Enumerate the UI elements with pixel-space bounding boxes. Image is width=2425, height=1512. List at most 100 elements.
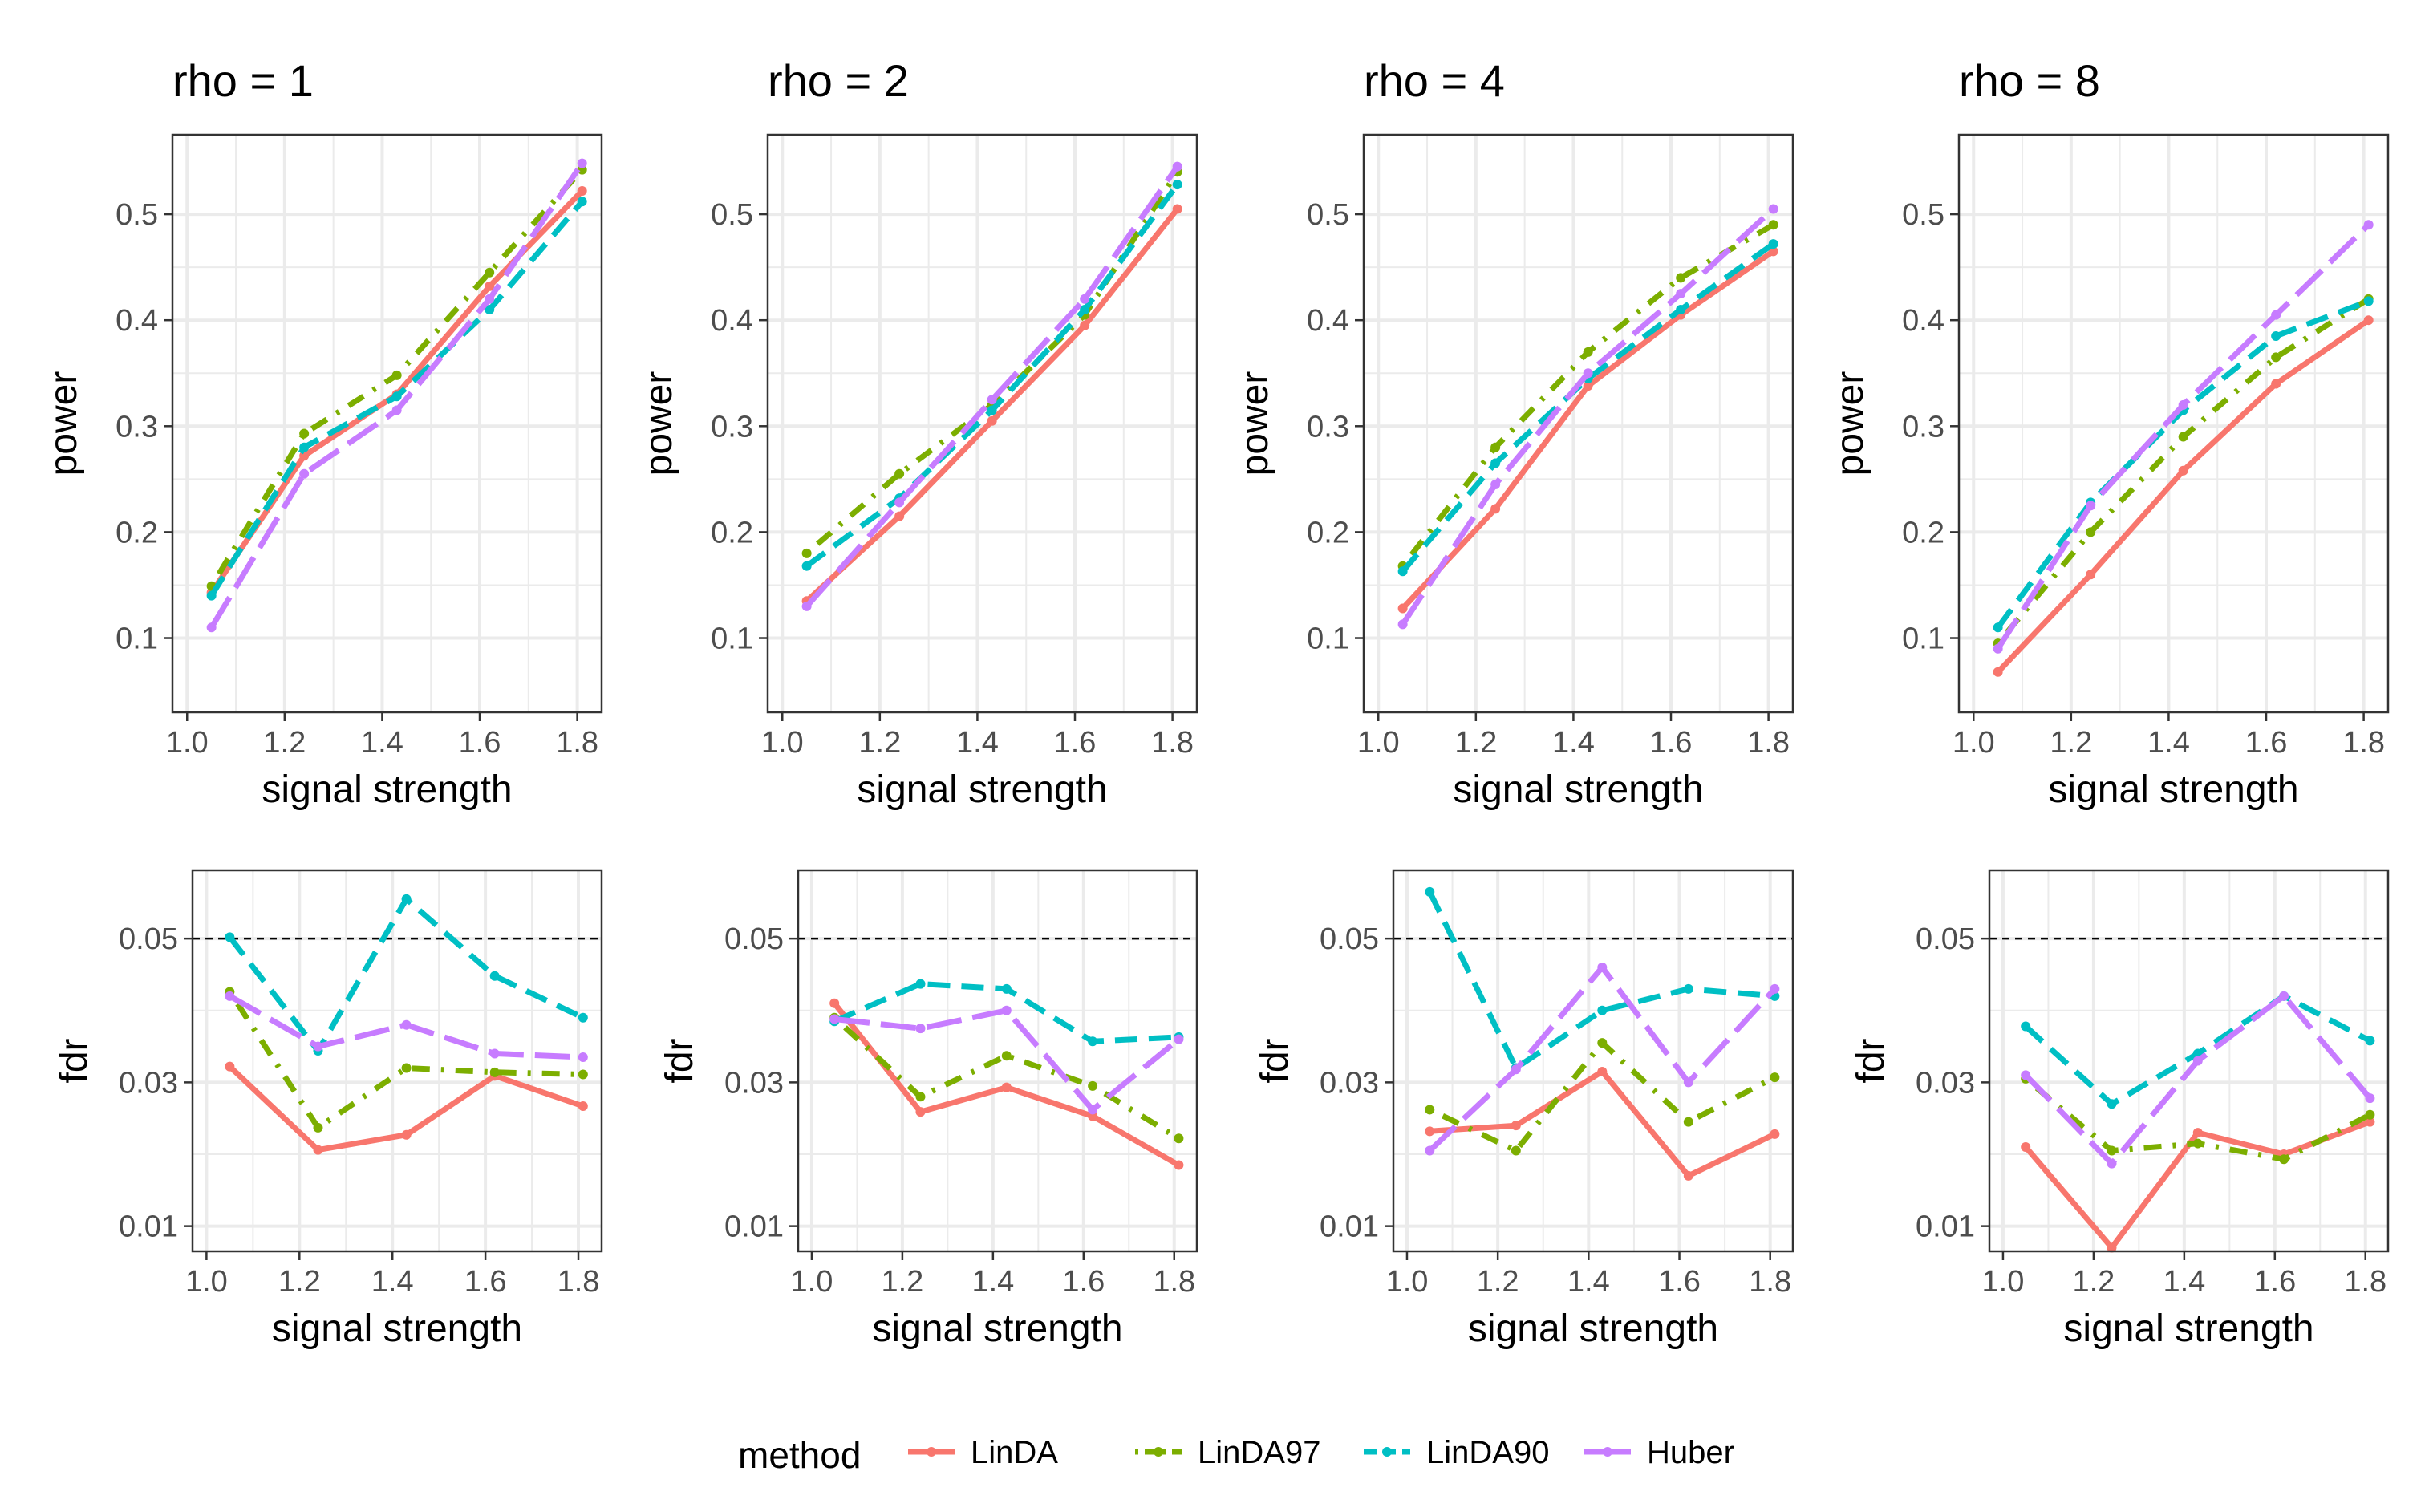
data-point-huber [1080,294,1090,304]
data-point-linda97 [915,1092,926,1102]
data-point-linda [577,186,587,197]
data-point-huber [2178,399,2188,410]
x-tick-label: 1.2 [1454,726,1497,760]
x-tick-label: 1.2 [1477,1265,1519,1299]
x-tick-label: 1.8 [1151,726,1194,760]
x-tick-label: 1.2 [2050,726,2092,760]
x-tick-label: 1.0 [791,1265,833,1299]
data-point-huber [225,991,235,1001]
y-tick-label: 0.1 [1902,622,1944,656]
x-tick-label: 1.8 [558,1265,600,1299]
x-tick-label: 1.8 [2344,1265,2386,1299]
x-axis-label: signal strength [1468,1307,1718,1350]
panel-border [191,869,603,1253]
y-tick-label: 0.03 [119,1066,178,1100]
data-point-huber [915,1024,926,1034]
y-tick-label: 0.4 [116,304,158,338]
data-point-linda [225,1061,235,1072]
data-point-huber [2363,220,2374,230]
data-point-huber [577,158,587,168]
x-axis-label: signal strength [262,768,512,811]
x-tick-label: 1.0 [166,726,209,760]
panel-border [1957,133,2390,714]
data-point-huber [1768,204,1778,214]
legend-label: LinDA [971,1435,1058,1470]
y-axis-label: power [1234,371,1276,476]
data-point-huber [1088,1105,1098,1115]
data-point-huber [1676,289,1686,299]
data-point-huber [485,294,495,304]
x-axis-label: signal strength [872,1307,1122,1350]
data-point-linda90 [1001,983,1012,994]
x-axis-label: signal strength [1453,768,1703,811]
y-tick-label: 0.05 [1320,922,1379,956]
data-point-linda [2086,570,2096,580]
data-point-huber [1490,479,1501,489]
y-tick-label: 0.03 [724,1066,784,1100]
data-point-linda [2271,379,2281,389]
data-point-linda [578,1101,588,1111]
x-tick-label: 1.4 [2147,726,2190,760]
y-tick-label: 0.4 [711,304,753,338]
data-point-linda [1770,1129,1780,1139]
data-point-linda97 [2107,1145,2117,1156]
data-point-linda90 [1080,304,1090,314]
panel-title: rho = 8 [1959,55,2100,106]
y-tick-label: 0.01 [1320,1210,1379,1244]
panel-2: 1.0 1.2 1.4 1.6 1.8 0.1 0.2 0.3 0.4 0.5 signal str… [638,55,1198,811]
data-point-huber [829,1014,840,1024]
data-point-linda90 [299,442,310,452]
data-point-linda97 [2271,352,2281,363]
data-point-linda90 [1676,304,1686,314]
data-point-huber [894,497,905,508]
data-point-linda97 [2365,1109,2375,1120]
data-point-linda [1080,320,1090,330]
data-point-linda97 [1174,1133,1184,1144]
data-point-linda97 [391,370,402,380]
data-point-linda [2363,315,2374,326]
x-tick-label: 1.8 [1749,1265,1791,1299]
data-point-linda97 [299,428,310,439]
panel-background [172,135,602,712]
data-point-linda97 [801,548,812,558]
y-tick-label: 0.03 [1916,1066,1975,1100]
data-point-linda90 [1088,1036,1098,1047]
x-tick-label: 1.6 [2253,1265,2296,1299]
x-tick-label: 1.4 [971,1265,1014,1299]
y-tick-label: 0.3 [116,410,158,444]
x-tick-label: 1.6 [464,1265,507,1299]
y-tick-label: 0.05 [724,922,784,956]
data-point-linda97 [1001,1051,1012,1061]
data-point-linda90 [1993,622,2003,633]
data-point-huber [2192,1056,2203,1066]
panel-7: 1.0 1.2 1.4 1.6 1.8 0.01 0.03 0.05 signal streng… [1254,869,1794,1350]
data-point-huber [206,622,217,633]
data-point-linda [1511,1121,1521,1131]
data-point-linda90 [577,197,587,207]
data-point-linda [1174,1160,1184,1170]
data-point-huber [391,405,402,415]
data-point-linda97 [313,1122,323,1133]
data-point-linda90 [1490,458,1501,468]
data-point-linda [1001,1082,1012,1092]
legend-key-point [1154,1447,1163,1457]
data-point-linda90 [401,894,412,904]
data-point-huber [2107,1158,2117,1169]
y-axis-label: fdr [1850,1038,1892,1083]
legend-entries: LinDA LinDA97 LinDA90 Huber [908,1435,1734,1470]
x-tick-label: 1.8 [1747,726,1790,760]
series-line-huber [804,164,1180,609]
y-tick-label: 0.2 [1307,516,1349,549]
y-axis-label: power [43,371,85,476]
data-point-linda90 [485,304,495,314]
series-line-linda90 [1427,890,1775,1071]
x-axis-label: signal strength [272,1307,522,1350]
x-tick-label: 1.0 [1953,726,1995,760]
data-point-linda [2107,1242,2117,1253]
y-tick-label: 0.2 [1902,516,1944,549]
data-point-huber [1172,161,1182,172]
data-point-huber [2086,501,2096,511]
legend-key-point [1382,1447,1392,1457]
data-point-linda [915,1107,926,1117]
